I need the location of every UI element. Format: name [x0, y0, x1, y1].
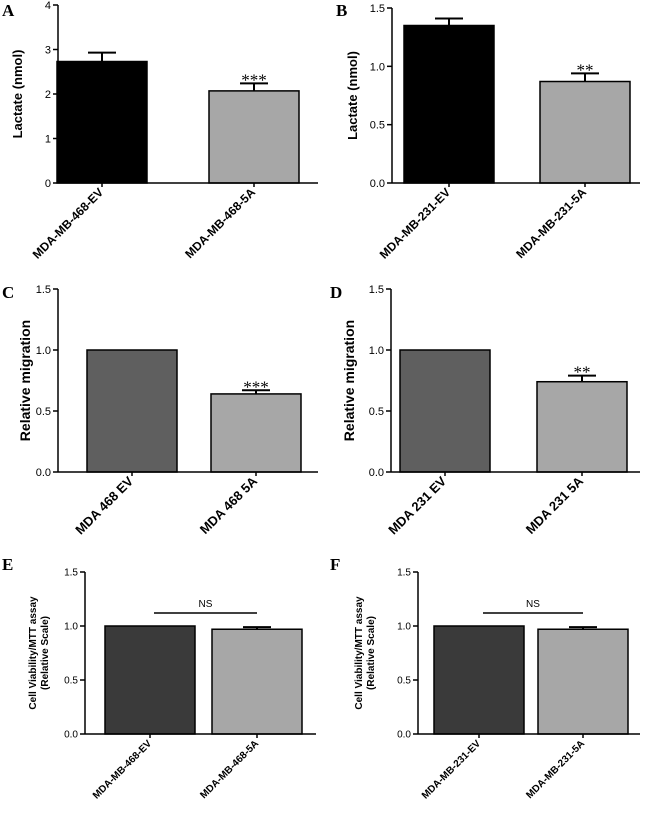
y-tick-label: 1.5 [397, 568, 411, 579]
y-tick-label: 0.0 [397, 730, 411, 741]
ns-label: NS [199, 599, 213, 610]
bar-1 [86, 349, 178, 473]
x-tick-label: MDA-MB-231-5A [513, 185, 589, 261]
x-tick-label: MDA-MB-468-EV [91, 738, 154, 801]
y-axis-label: Cell Viability/MTT assay(Relative Scale) [28, 596, 51, 710]
y-tick-label: 0.0 [369, 467, 384, 479]
bar-1 [399, 349, 491, 473]
panel-letter-e: E [2, 555, 13, 574]
panel-letter-f: F [330, 555, 340, 574]
y-axis-label: Cell Viability/MTT assay(Relative Scale) [354, 596, 377, 710]
y-tick-label: 0.0 [370, 178, 385, 190]
x-tick-label: MDA 468 EV [72, 473, 136, 537]
significance-label-2: ** [574, 363, 591, 382]
y-tick-label: 1.0 [369, 345, 384, 357]
bar-2 [536, 380, 628, 473]
y-tick-label: 1.5 [369, 284, 384, 296]
y-tick-label: 4 [45, 0, 51, 12]
y-tick-label: 1.5 [36, 284, 51, 296]
y-tick-label: 0.5 [397, 676, 411, 687]
y-axis-label-line: (Relative Scale) [40, 616, 51, 690]
y-axis-label: Lactate (nmol) [345, 51, 360, 140]
bar-2 [211, 628, 303, 735]
chart-d: ** 0.0 0.5 1.0 1.5 MDA 231 EV MDA 231 5A Relati… [341, 284, 640, 537]
y-tick-label: 1.0 [64, 622, 78, 633]
x-tick-label: MDA-MB-468-5A [198, 738, 261, 801]
x-tick-label: MDA-MB-468-EV [30, 185, 106, 261]
y-tick-label: 1 [45, 133, 51, 145]
x-tick-label: MDA 231 5A [523, 473, 587, 537]
bar-2 [539, 80, 631, 184]
y-tick-label: 1.5 [370, 3, 385, 15]
y-tick-label: 0.5 [369, 406, 384, 418]
bar-1 [403, 24, 495, 184]
chart-b: ** 0.0 0.5 1.0 1.5 MDA-MB-231-EV MDA-MB-231-5A… [345, 3, 640, 262]
panel-letter-c: C [2, 283, 14, 302]
y-axis-label-line: Cell Viability/MTT assay [28, 596, 39, 710]
significance-label-2: *** [241, 70, 267, 89]
bar-2 [210, 393, 302, 473]
y-tick-label: 0.5 [64, 676, 78, 687]
panel-letter-a: A [2, 1, 15, 20]
y-tick-label: 0.5 [36, 406, 51, 418]
x-tick-label: MDA-MB-231-5A [524, 738, 587, 801]
y-axis-label: Lactate (nmol) [10, 50, 25, 139]
chart-e: NS 0.0 0.5 1.0 1.5 MDA-MB-468-EV MDA-MB-468-5A… [28, 568, 316, 802]
y-tick-label: 1.5 [64, 568, 78, 579]
panel-letter-d: D [330, 283, 342, 302]
y-tick-label: 1.0 [397, 622, 411, 633]
y-axis-label: Relative migration [341, 320, 357, 441]
bar-1 [104, 625, 196, 735]
bar-2 [537, 628, 629, 735]
y-axis-label: Relative migration [17, 320, 33, 441]
y-tick-label: 2 [45, 89, 51, 101]
y-tick-label: 0.0 [36, 467, 51, 479]
y-axis-label-line: Cell Viability/MTT assay [354, 596, 365, 710]
y-tick-label: 1.0 [370, 61, 385, 73]
x-tick-label: MDA 231 EV [385, 473, 449, 537]
chart-c: *** 0.0 0.5 1.0 1.5 MDA 468 EV MDA 468 5A Relat… [17, 284, 318, 537]
significance-label-2: ** [577, 60, 594, 79]
chart-a: *** 0 1 2 3 4 MDA-MB-468-EV MDA-MB-468-5A Lactat… [10, 0, 318, 262]
y-axis-label-line: (Relative Scale) [366, 616, 377, 690]
x-tick-label: MDA-MB-468-5A [182, 185, 258, 261]
y-tick-label: 0 [45, 178, 51, 190]
bar-1 [433, 625, 525, 735]
x-tick-label: MDA 468 5A [197, 473, 261, 537]
significance-label-2: *** [243, 377, 269, 396]
bar-1 [56, 60, 148, 184]
panel-letter-b: B [336, 1, 347, 20]
y-tick-label: 0.5 [370, 120, 385, 132]
x-tick-label: MDA-MB-231-EV [420, 738, 483, 801]
ns-label: NS [526, 599, 540, 610]
y-tick-label: 1.0 [36, 345, 51, 357]
y-tick-label: 3 [45, 44, 51, 56]
bar-2 [208, 90, 300, 184]
x-tick-label: MDA-MB-231-EV [377, 185, 453, 261]
chart-f: NS 0.0 0.5 1.0 1.5 MDA-MB-231-EV MDA-MB-231-5A… [354, 568, 640, 802]
y-tick-label: 0.0 [64, 730, 78, 741]
